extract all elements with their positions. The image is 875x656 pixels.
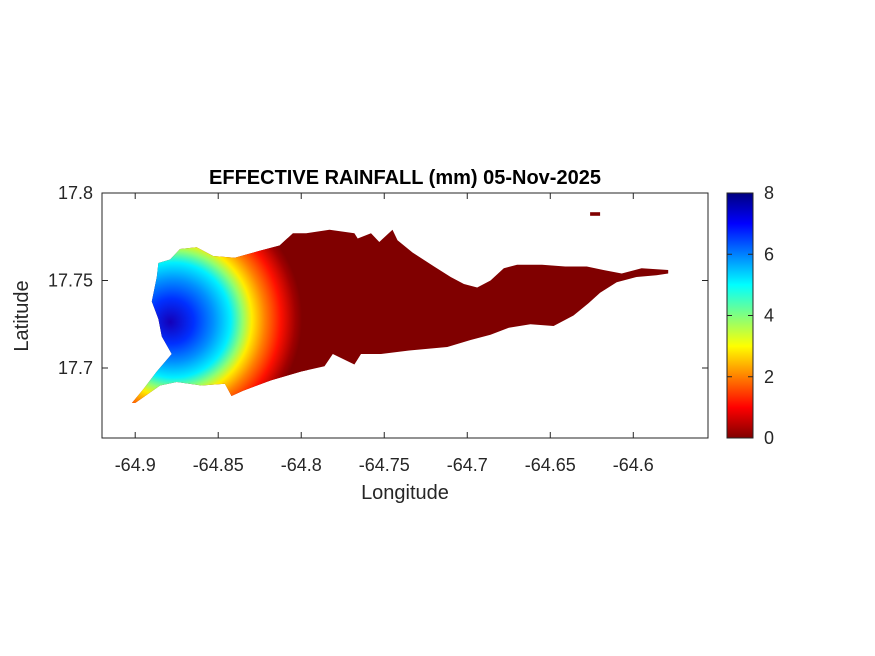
y-axis-label: Latitude — [11, 280, 33, 351]
colorbar-tick-label: 8 — [764, 183, 774, 203]
plot-area — [101, 192, 709, 439]
x-axis-label: Longitude — [361, 482, 449, 504]
y-axis: 17.7 17.75 17.8 — [48, 183, 708, 378]
x-tick-label: -64.85 — [193, 455, 244, 475]
x-tick-label: -64.8 — [281, 455, 322, 475]
colorbar: 0 2 4 6 8 — [726, 183, 774, 448]
islet-shape — [590, 212, 601, 216]
colorbar-tick-label: 2 — [764, 367, 774, 387]
rainfall-map — [131, 229, 669, 403]
colorbar-tick-label: 6 — [764, 244, 774, 264]
colorbar-ticks: 0 2 4 6 8 — [727, 183, 774, 448]
y-tick-label: 17.7 — [58, 358, 93, 378]
chart-title: EFFECTIVE RAINFALL (mm) 05-Nov-2025 — [209, 167, 601, 189]
x-tick-label: -64.65 — [525, 455, 576, 475]
colorbar-tick-label: 4 — [764, 306, 774, 326]
y-tick-label: 17.8 — [58, 183, 93, 203]
x-tick-label: -64.6 — [613, 455, 654, 475]
y-tick-label: 17.75 — [48, 271, 93, 291]
x-axis: -64.9 -64.85 -64.8 -64.75 -64.7 -64.65 -64.6 — [115, 193, 654, 475]
x-tick-label: -64.75 — [359, 455, 410, 475]
rainfall-hotspot — [131, 229, 320, 403]
x-tick-label: -64.9 — [115, 455, 156, 475]
x-tick-label: -64.7 — [447, 455, 488, 475]
colorbar-tick-label: 0 — [764, 428, 774, 448]
